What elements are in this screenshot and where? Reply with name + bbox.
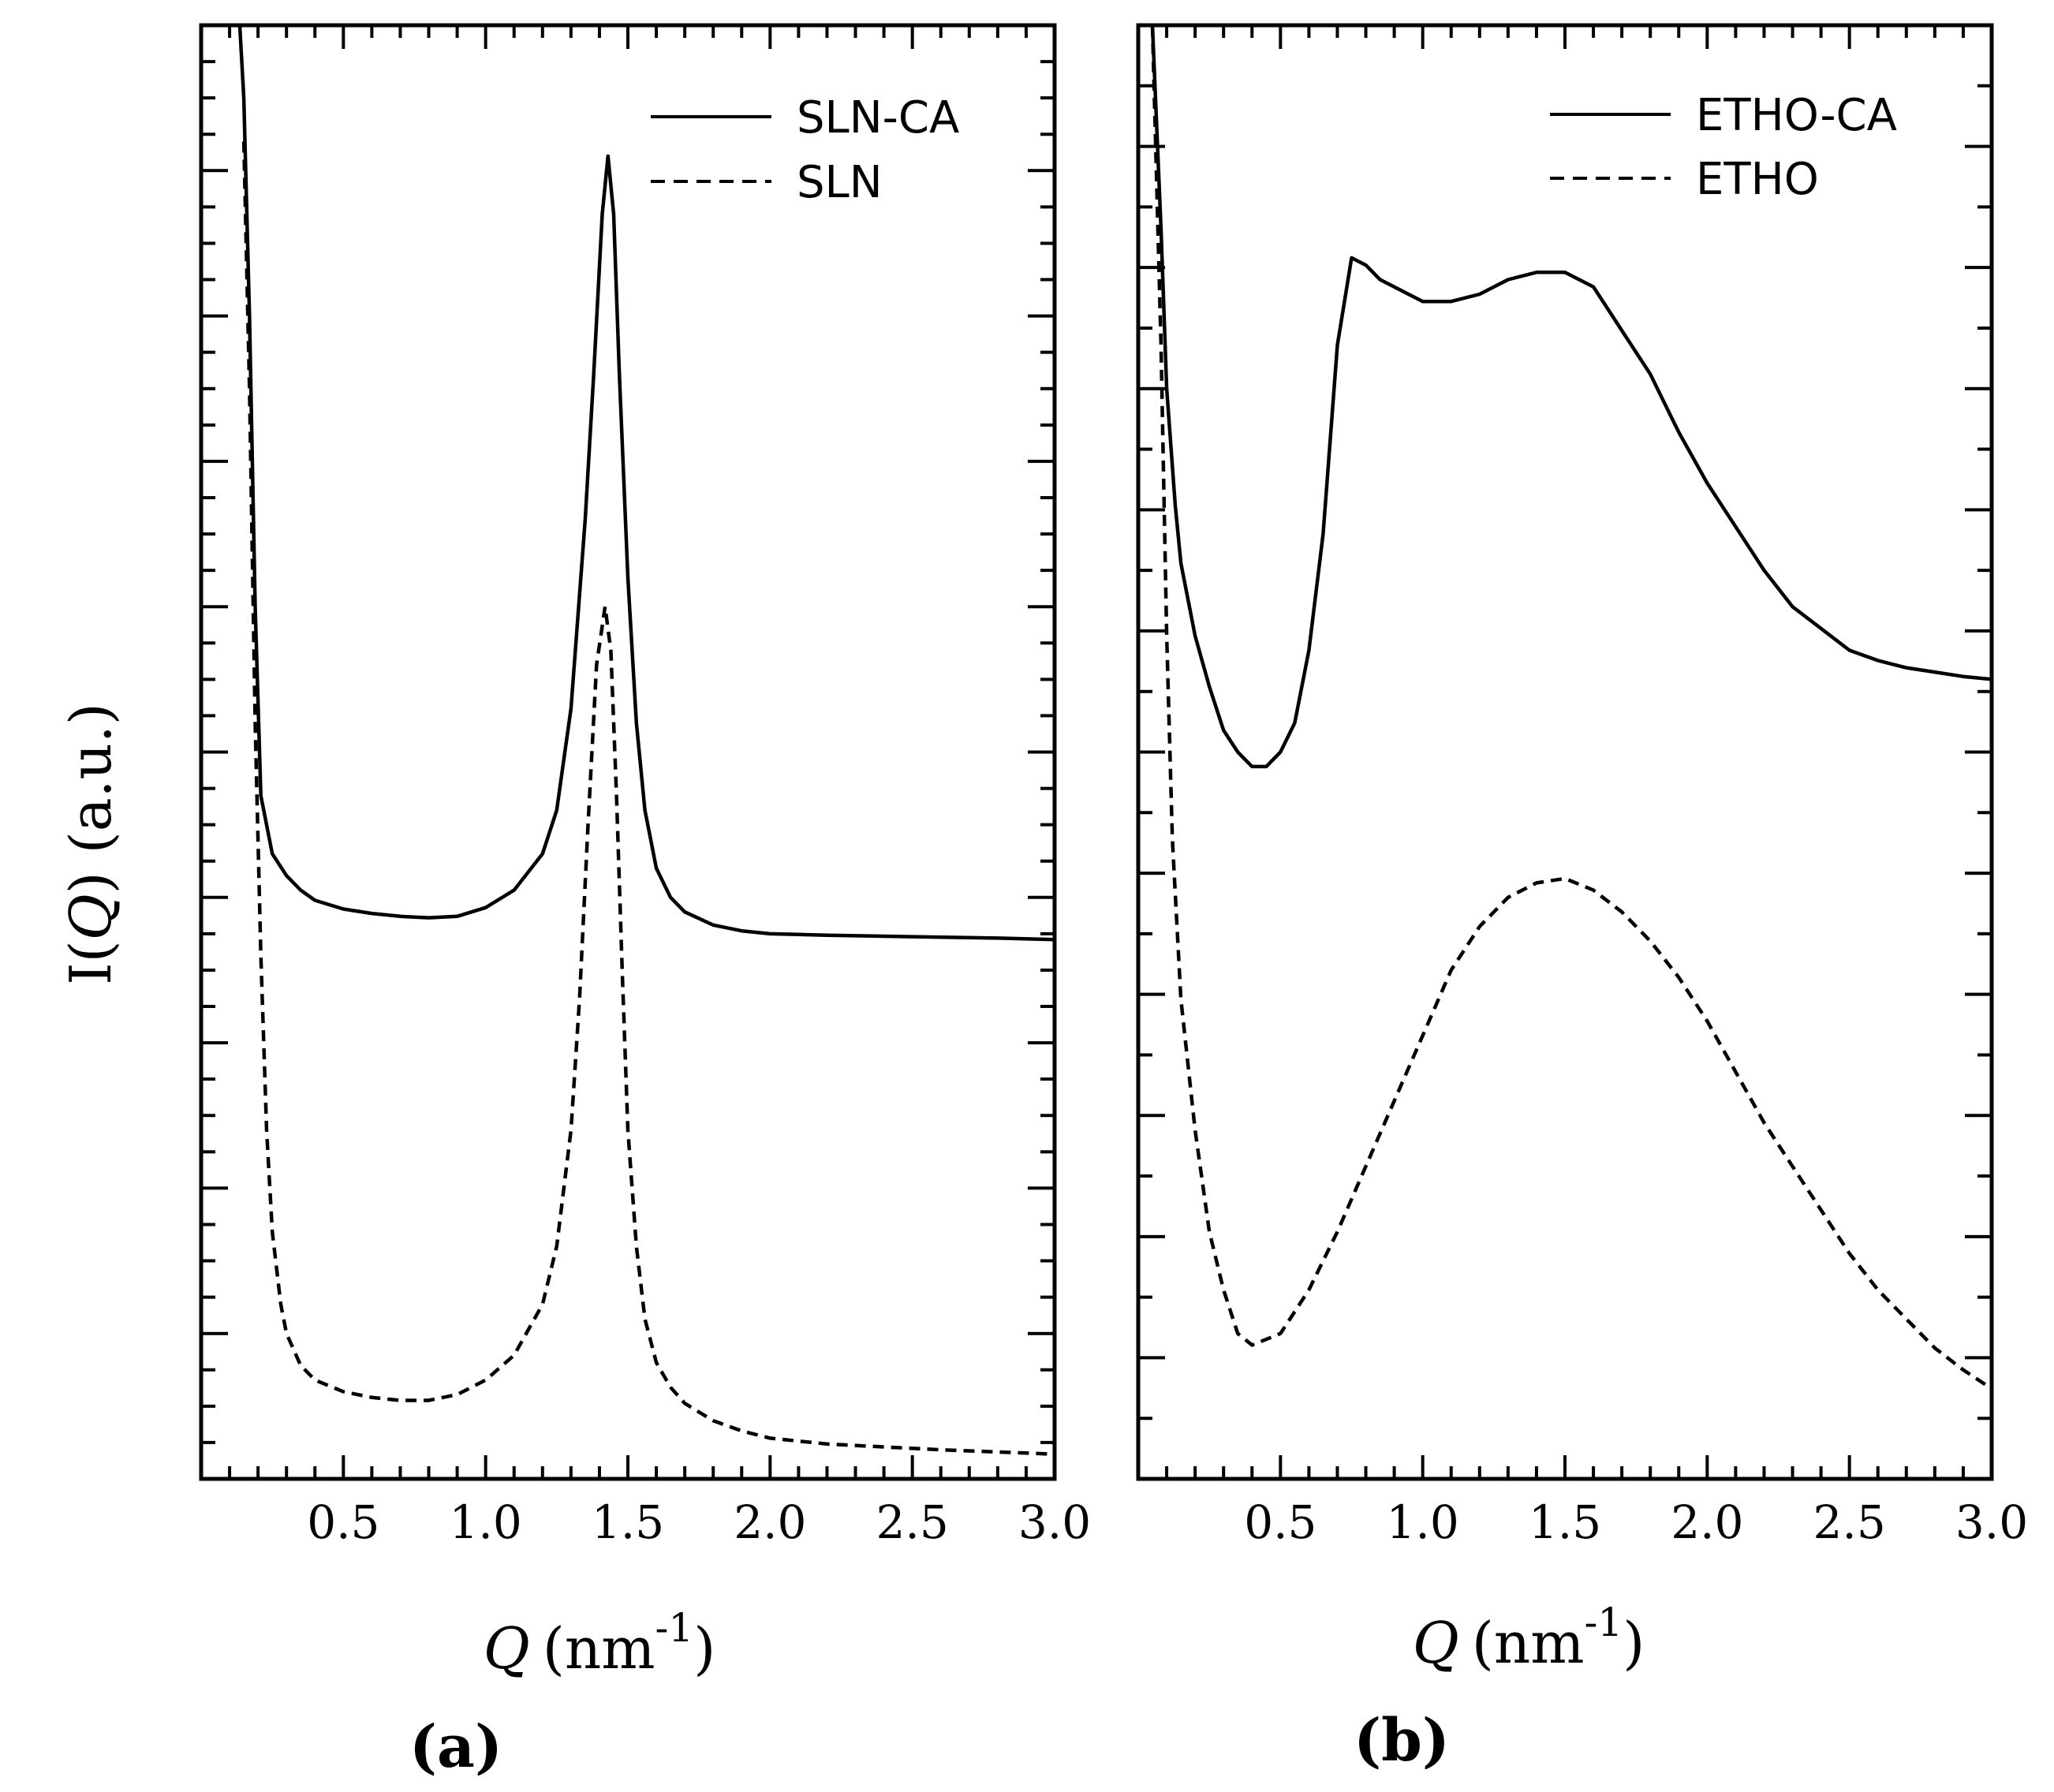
panel-b-series [1150,25,1992,1391]
x-tick-label: 1.0 [1387,1495,1459,1549]
x-tick-label: 2.5 [1813,1495,1886,1549]
x-tick-label: 2.0 [734,1495,806,1549]
x-tick-label: 1.5 [592,1495,664,1549]
y-axis-label: I(Q) (a.u.) [58,703,124,985]
x-tick-label: 2.0 [1671,1495,1743,1549]
panel-b-x-axis-unit: (nm [1472,1610,1585,1676]
panel-b-x-axis-label: Q (nm-1) [1413,1600,1645,1676]
legend-label-etho-ca: ETHO-CA [1696,90,1897,141]
panel-a-legend: SLN-CA SLN [651,92,959,208]
legend-label-sln: SLN [797,157,883,208]
panel-b: 0.5 1.0 1.5 2.0 2.5 3.0 ETHO-CA ETHO Q (nm-1) … [1136,23,2028,1775]
y-axis-label-var: Q [58,894,124,940]
x-tick-label: 1.5 [1529,1495,1601,1549]
panel-b-x-axis-exp: -1 [1584,1600,1623,1645]
panel-a-x-axis-close: ) [693,1615,715,1682]
x-tick-label: 0.5 [307,1495,379,1549]
panel-a-label: (a) [409,1713,502,1781]
panel-b-label: (b) [1354,1707,1450,1775]
panel-a-ticks [201,25,1056,1479]
panel-a-frame [199,23,1057,1481]
panel-b-tick-labels: 0.5 1.0 1.5 2.0 2.5 3.0 [1244,1495,2028,1549]
x-tick-label: 3.0 [1018,1495,1091,1549]
panel-a-series [237,25,1055,1456]
y-axis-label-suffix: ) (a.u.) [58,703,124,894]
panel-a-x-axis-unit: (nm [543,1615,655,1682]
series-line-etho-ca [1150,25,1992,769]
x-tick-label: 1.0 [450,1495,522,1549]
panel-a-x-axis-exp: -1 [655,1605,693,1651]
panel-a-x-axis-var: Q [484,1615,530,1682]
panel-a-tick-labels: 0.5 1.0 1.5 2.0 2.5 3.0 [307,1495,1091,1549]
panel-b-x-axis-var: Q [1413,1610,1459,1676]
series-line-sln-ca [237,25,1055,942]
x-tick-label: 0.5 [1244,1495,1316,1549]
x-tick-label: 2.5 [876,1495,949,1549]
panel-b-frame [1136,23,1994,1481]
y-axis-label-prefix: I( [58,940,124,985]
x-tick-label: 3.0 [1955,1495,2028,1549]
panel-a-x-axis-label: Q (nm-1) [484,1605,716,1682]
panel-b-ticks [1138,25,1993,1479]
legend-label-etho: ETHO [1696,154,1819,205]
legend-label-sln-ca: SLN-CA [797,92,959,144]
series-line-etho [1150,25,1992,1391]
panel-b-x-axis-close: ) [1623,1610,1645,1676]
panel-b-legend: ETHO-CA ETHO [1550,90,1897,205]
series-line-sln [241,141,1055,1456]
panel-a: 0.5 1.0 1.5 2.0 2.5 3.0 SLN-CA SLN Q (nm-1) (a… [199,23,1091,1781]
